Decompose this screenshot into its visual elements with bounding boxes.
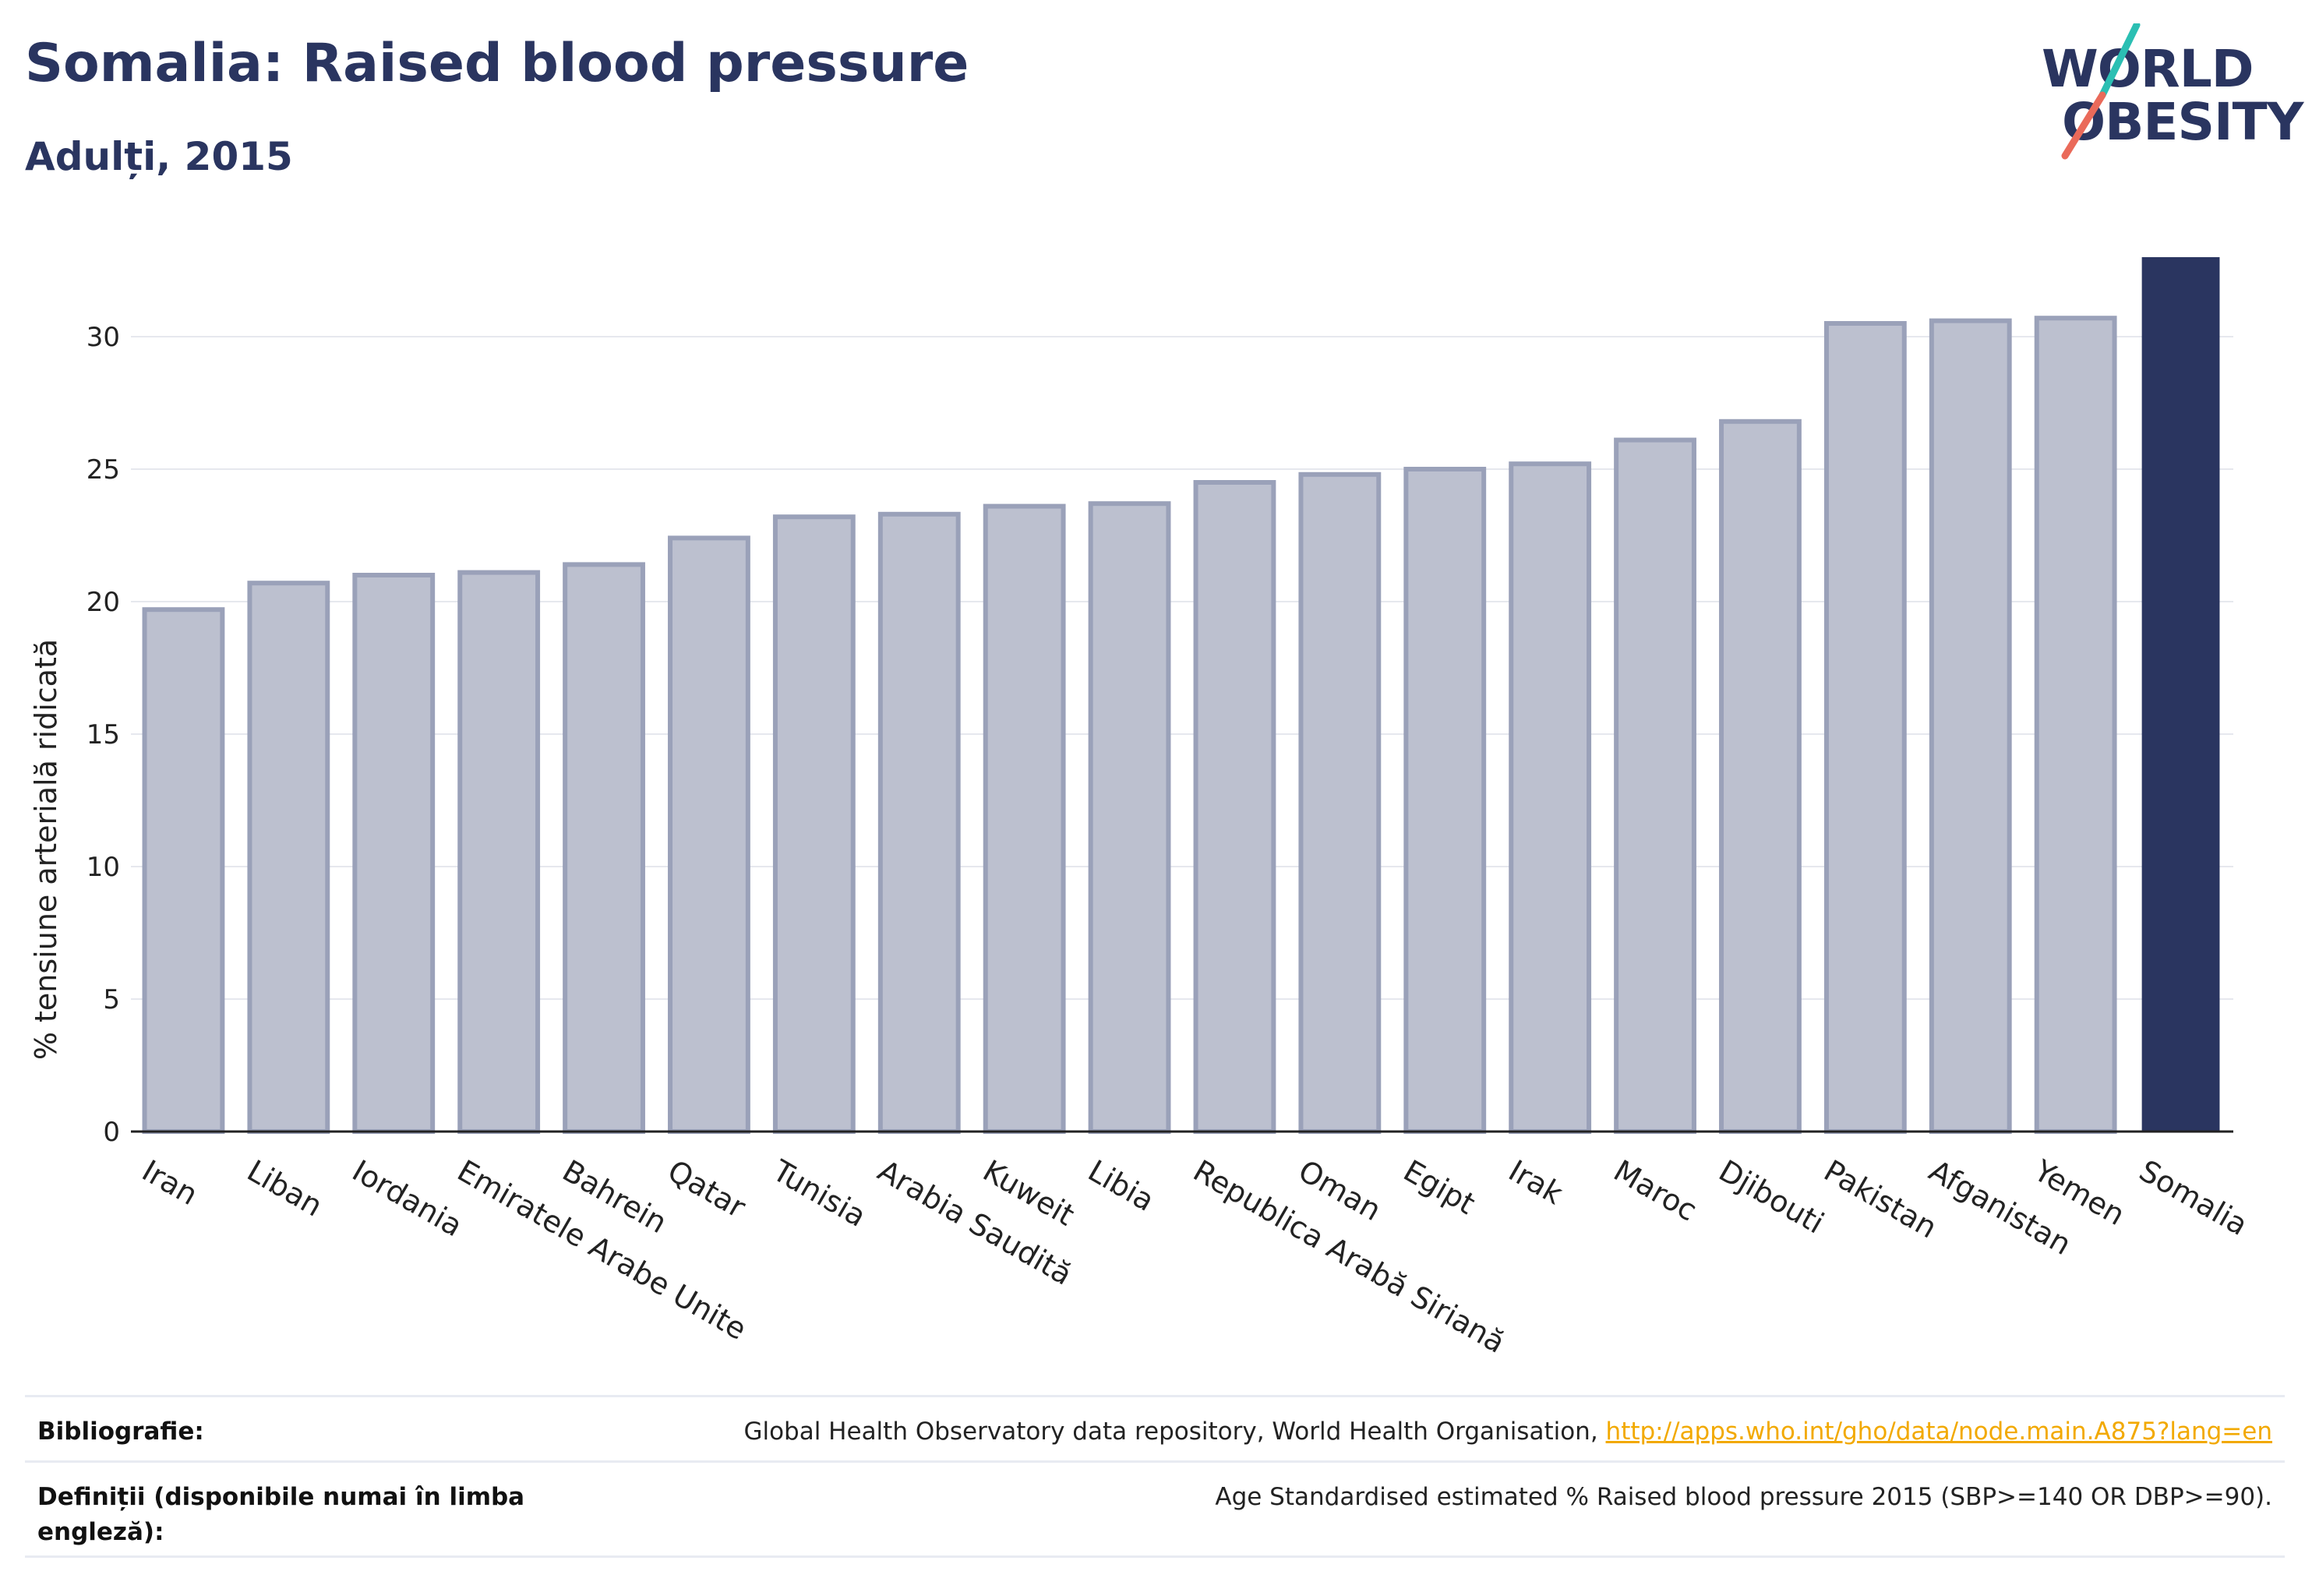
bar-oman (1298, 471, 1382, 1134)
bar-maroc (1614, 437, 1696, 1134)
bars (142, 257, 2220, 1135)
x-tick-label: Somalia (2134, 1153, 2254, 1242)
bar-iordania (352, 573, 436, 1134)
bar-bahrein (563, 562, 645, 1134)
x-tick-label: Egipt (1398, 1153, 1481, 1221)
x-tick-label: Qatar (662, 1153, 751, 1225)
y-tick-label: 15 (86, 719, 120, 750)
bar-arabia-saudit- (877, 511, 961, 1134)
bar-liban (247, 581, 330, 1134)
bar-somalia (2141, 257, 2220, 1132)
x-tick-label: Djibouti (1713, 1153, 1830, 1241)
y-tick-label: 0 (103, 1117, 120, 1148)
x-tick-label: Liban (242, 1153, 328, 1223)
logo-line-2: OBESITY (2062, 92, 2303, 152)
bibliography-text: Global Health Observatory data repositor… (743, 1418, 1606, 1446)
bar-afganistan (1929, 318, 2012, 1135)
bar-yemen (2034, 316, 2117, 1135)
world-obesity-logo: WORLD OBESITY (2042, 23, 2303, 164)
y-tick-label: 25 (86, 454, 120, 486)
x-tick-label: Irak (1503, 1153, 1569, 1211)
bar-irak (1509, 461, 1592, 1134)
bar-egipt (1403, 467, 1487, 1134)
y-tick-label: 10 (86, 852, 120, 883)
x-tick-label: Libia (1082, 1153, 1160, 1218)
page-subtitle: Adulți, 2015 (25, 134, 293, 179)
definitions-label-line-2: engleză): (37, 1517, 164, 1546)
logo-slash-icon (2061, 23, 2141, 160)
bar-emiratele-arabe-unite (457, 570, 541, 1134)
bibliography-value: Global Health Observatory data repositor… (743, 1414, 2272, 1449)
x-tick-label: Pakistan (1818, 1153, 1943, 1245)
bar-iran (142, 607, 225, 1134)
bar-tunisia (772, 514, 856, 1134)
x-tick-label: Iran (136, 1153, 203, 1212)
logo-line-1: WORLD (2042, 39, 2254, 99)
footer-bottom-rule (25, 1555, 2285, 1558)
definitions-label-line-1: Definiții (disponibile numai în limba (37, 1483, 525, 1511)
definitions-label: Definiții (disponibile numai în limba en… (37, 1480, 524, 1550)
y-axis-label: % tensiune arterială ridicată (29, 639, 63, 1060)
bar-qatar (668, 535, 750, 1134)
definitions-row: Definiții (disponibile numai în limba en… (25, 1460, 2285, 1558)
page-title: Somalia: Raised blood pressure (25, 33, 969, 94)
x-tick-label: Tunisia (766, 1153, 871, 1234)
bar-djibouti (1719, 418, 1802, 1134)
bar-republica-arab-sirian- (1193, 480, 1276, 1134)
bibliography-row: Bibliografie: Global Health Observatory … (25, 1395, 2285, 1463)
bibliography-link[interactable]: http://apps.who.int/gho/data/node.main.A… (1605, 1418, 2272, 1446)
y-tick-label: 20 (86, 587, 120, 618)
x-tick-label: Maroc (1608, 1153, 1703, 1228)
bibliography-label: Bibliografie: (37, 1418, 204, 1446)
definitions-value: Age Standardised estimated % Raised bloo… (1215, 1483, 2272, 1511)
bar-libia (1088, 501, 1171, 1134)
bar-pakistan (1823, 321, 1907, 1134)
bar-kuweit (983, 503, 1066, 1134)
grid-lines (131, 336, 2233, 1000)
y-tick-label: 5 (103, 984, 120, 1015)
x-tick-label: Iordania (347, 1153, 468, 1243)
y-tick-label: 30 (86, 322, 120, 353)
